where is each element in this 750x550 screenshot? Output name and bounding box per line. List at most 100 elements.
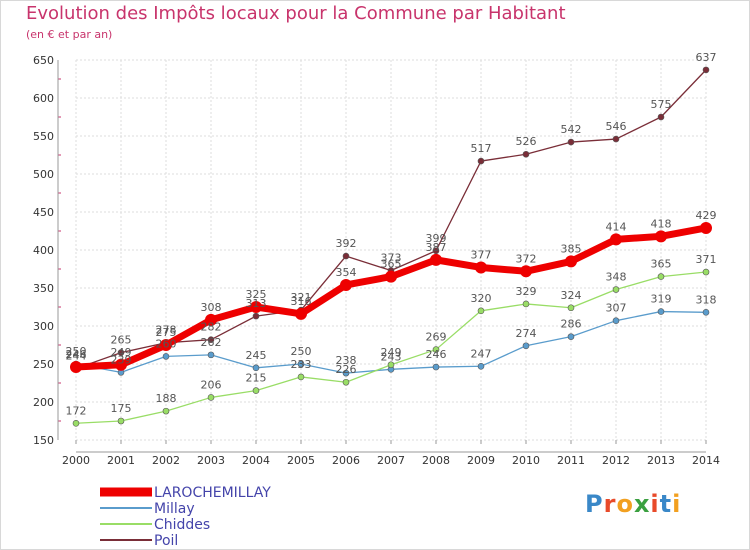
point-larochemillay (340, 278, 352, 291)
data-label-larochemillay: 308 (201, 301, 222, 314)
data-label-larochemillay: 249 (111, 346, 132, 359)
point-chiddes (432, 346, 440, 353)
data-label-millay: 250 (291, 345, 312, 358)
data-label-larochemillay: 372 (516, 252, 537, 265)
point-chiddes (477, 307, 485, 315)
x-tick-label: 2004 (242, 454, 270, 467)
x-tick-label: 2013 (647, 454, 675, 467)
y-tick-label: 400 (33, 244, 54, 257)
point-larochemillay (70, 361, 82, 374)
point-poil (567, 138, 575, 146)
logo-letter: t (659, 490, 673, 518)
y-tick-label: 150 (33, 434, 54, 447)
x-tick-label: 2005 (287, 454, 315, 467)
data-label-larochemillay: 325 (246, 288, 267, 301)
point-millay (432, 363, 440, 371)
point-larochemillay (250, 301, 262, 313)
y-tick-label: 500 (33, 168, 54, 181)
legend-label-chiddes: Chiddes (154, 517, 210, 533)
series-lines (70, 66, 712, 427)
point-millay (252, 364, 260, 372)
x-tick-label: 2011 (557, 454, 585, 467)
data-label-chiddes: 348 (606, 271, 627, 284)
point-chiddes (162, 407, 170, 415)
point-larochemillay (115, 358, 127, 371)
data-label-chiddes: 371 (696, 253, 717, 266)
data-label-chiddes: 188 (156, 392, 177, 405)
point-poil (342, 252, 350, 260)
data-label-larochemillay: 387 (426, 241, 447, 254)
data-label-chiddes: 172 (66, 404, 87, 417)
data-label-poil: 373 (381, 252, 402, 265)
point-poil (477, 157, 485, 165)
point-larochemillay (565, 255, 577, 268)
data-label-chiddes: 175 (111, 402, 132, 415)
data-labels: 250 239 260 262 245 250 238 243 246 247 274 286 307 3… (66, 51, 717, 417)
data-label-poil: 526 (516, 135, 537, 148)
y-tick-label: 200 (33, 396, 54, 409)
data-label-millay: 247 (471, 347, 492, 360)
chart-subtitle: (en € et par an) (26, 28, 113, 41)
point-millay (702, 309, 710, 316)
data-label-chiddes: 320 (471, 292, 492, 305)
data-label-poil: 313 (246, 297, 267, 310)
legend-label-larochemillay: LAROCHEMILLAY (154, 485, 271, 501)
data-label-larochemillay: 365 (381, 258, 402, 271)
data-label-millay: 318 (696, 293, 717, 306)
x-tick-label: 2010 (512, 454, 540, 467)
point-poil (117, 349, 125, 356)
point-poil (702, 66, 710, 74)
point-larochemillay (700, 221, 712, 234)
data-label-poil: 244 (66, 350, 87, 363)
data-label-chiddes: 226 (336, 363, 357, 376)
data-label-millay: 260 (156, 337, 177, 350)
point-chiddes (702, 268, 710, 276)
data-label-larochemillay: 246 (66, 348, 87, 361)
logo-letter: x (633, 490, 651, 518)
point-larochemillay (655, 230, 667, 243)
data-label-millay: 238 (336, 354, 357, 367)
legend-label-millay: Millay (154, 501, 195, 517)
data-label-millay: 246 (426, 348, 447, 361)
x-tick-label: 2006 (332, 454, 360, 467)
data-label-larochemillay: 385 (561, 242, 582, 255)
point-millay (522, 342, 530, 350)
point-larochemillay (385, 270, 397, 283)
point-larochemillay (520, 265, 532, 278)
y-tick-label: 550 (33, 130, 54, 143)
point-chiddes (252, 387, 260, 394)
point-millay (342, 369, 350, 377)
data-label-millay: 262 (201, 336, 222, 349)
logo-letter: i (650, 490, 660, 518)
data-label-millay: 245 (246, 349, 267, 362)
point-poil (522, 150, 530, 158)
data-label-millay: 250 (66, 345, 87, 358)
point-millay (297, 360, 305, 368)
x-tick-label: 2000 (62, 454, 90, 467)
point-chiddes (567, 304, 575, 312)
y-tick-label: 650 (33, 54, 54, 67)
data-label-poil: 542 (561, 123, 582, 136)
point-millay (477, 362, 485, 370)
data-label-larochemillay: 316 (291, 295, 312, 308)
data-label-millay: 239 (111, 353, 132, 366)
logo-letter: P (585, 490, 604, 518)
data-label-chiddes: 365 (651, 258, 672, 271)
point-chiddes (612, 286, 620, 293)
data-label-chiddes: 206 (201, 378, 222, 391)
point-poil (657, 113, 665, 121)
point-larochemillay (475, 261, 487, 274)
data-label-larochemillay: 418 (651, 217, 672, 230)
data-label-poil: 517 (471, 142, 492, 155)
point-poil (252, 312, 260, 320)
y-tick-label: 350 (33, 282, 54, 295)
x-tick-label: 2014 (692, 454, 720, 467)
data-label-chiddes: 249 (381, 346, 402, 359)
y-tick-label: 450 (33, 206, 54, 219)
proxiti-logo: Proxiti (585, 490, 681, 518)
point-chiddes (387, 361, 395, 369)
point-larochemillay (205, 313, 217, 326)
logo-letter: o (616, 490, 634, 518)
